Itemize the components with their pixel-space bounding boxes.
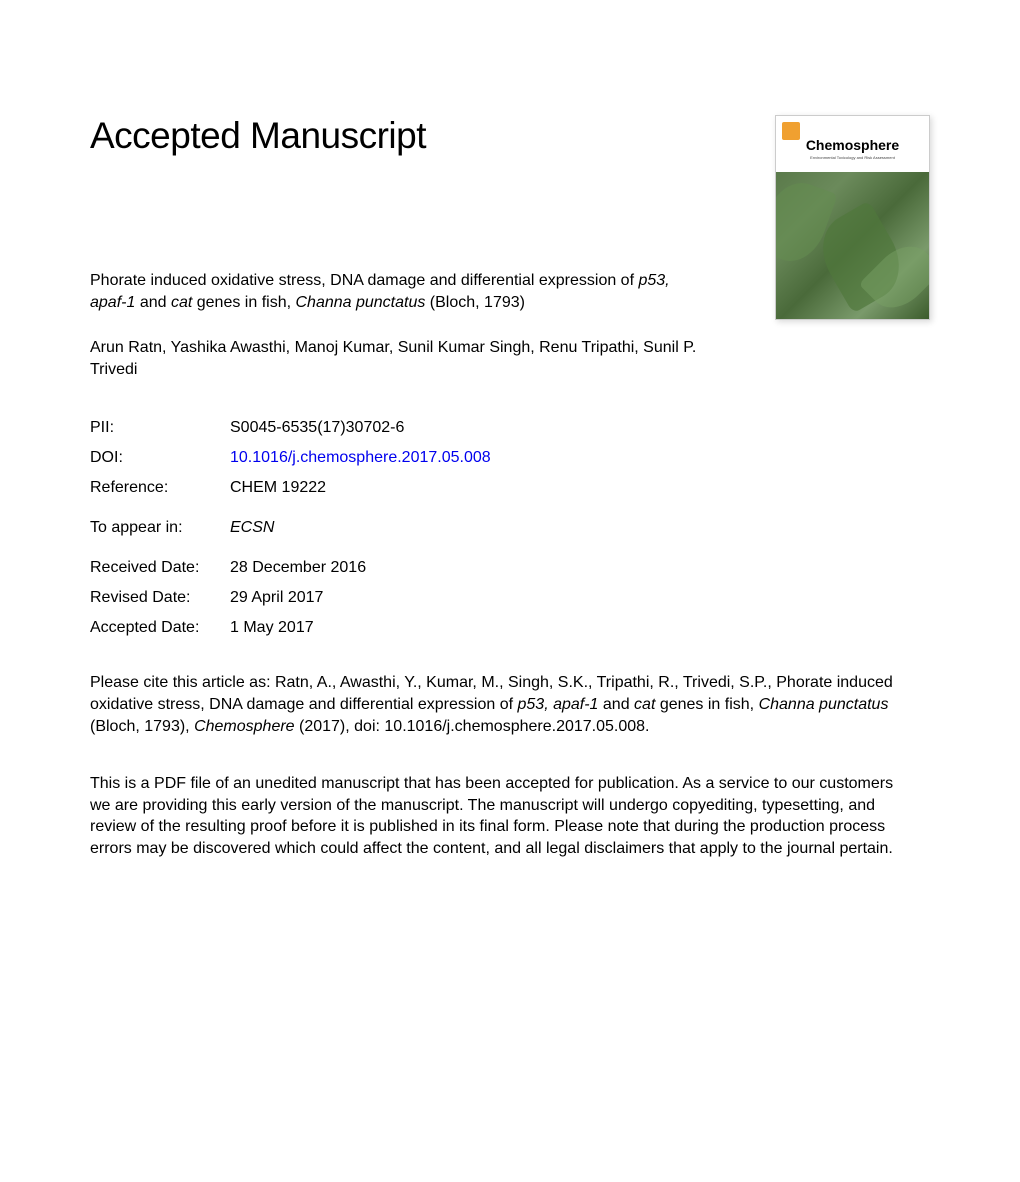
meta-value-pii: S0045-6535(17)30702-6 <box>230 420 404 436</box>
meta-label: Received Date: <box>90 560 230 576</box>
title-text: Phorate induced oxidative stress, DNA da… <box>90 272 638 289</box>
cover-artwork <box>776 172 929 320</box>
title-italic: Channa punctatus <box>295 294 425 311</box>
doi-link[interactable]: 10.1016/j.chemosphere.2017.05.008 <box>230 450 491 466</box>
meta-value-accepted: 1 May 2017 <box>230 620 314 636</box>
journal-subtitle: Environmental Toxicology and Risk Assess… <box>810 155 895 160</box>
meta-row-revised: Revised Date: 29 April 2017 <box>90 590 710 606</box>
meta-row-doi: DOI: 10.1016/j.chemosphere.2017.05.008 <box>90 450 710 466</box>
title-text: (Bloch, 1793) <box>425 294 525 311</box>
meta-row-reference: Reference: CHEM 19222 <box>90 480 710 496</box>
citation-segment: (Bloch, 1793), <box>90 718 194 735</box>
article-title: Phorate induced oxidative stress, DNA da… <box>90 270 710 313</box>
citation-italic: cat <box>634 696 655 713</box>
meta-row-accepted: Accepted Date: 1 May 2017 <box>90 620 710 636</box>
citation-text: Please cite this article as: Ratn, A., A… <box>90 672 910 737</box>
title-italic: cat <box>171 294 192 311</box>
meta-value-revised: 29 April 2017 <box>230 590 323 606</box>
meta-label: PII: <box>90 420 230 436</box>
metadata-table: PII: S0045-6535(17)30702-6 DOI: 10.1016/… <box>90 420 710 636</box>
cover-header: Chemosphere Environmental Toxicology and… <box>776 116 929 172</box>
content-column: Phorate induced oxidative stress, DNA da… <box>90 270 710 636</box>
citation-italic: Chemosphere <box>194 718 295 735</box>
journal-cover-thumbnail: Chemosphere Environmental Toxicology and… <box>775 115 930 320</box>
title-text: genes in fish, <box>192 294 295 311</box>
meta-label: To appear in: <box>90 520 230 536</box>
page-heading: Accepted Manuscript <box>90 115 426 157</box>
citation-italic: Channa punctatus <box>759 696 889 713</box>
elsevier-logo-icon <box>782 122 800 140</box>
meta-label: Accepted Date: <box>90 620 230 636</box>
meta-label: DOI: <box>90 450 230 466</box>
citation-italic: p53, apaf-1 <box>518 696 599 713</box>
meta-value-received: 28 December 2016 <box>230 560 366 576</box>
meta-row-received: Received Date: 28 December 2016 <box>90 560 710 576</box>
meta-row-appear: To appear in: ECSN <box>90 520 710 536</box>
meta-label: Reference: <box>90 480 230 496</box>
meta-value-appear: ECSN <box>230 520 274 536</box>
journal-name: Chemosphere <box>806 137 899 153</box>
title-text: and <box>135 294 171 311</box>
citation-segment: and <box>598 696 634 713</box>
citation-segment: (2017), doi: 10.1016/j.chemosphere.2017.… <box>295 718 650 735</box>
citation-segment: genes in fish, <box>655 696 758 713</box>
meta-value-reference: CHEM 19222 <box>230 480 326 496</box>
meta-label: Revised Date: <box>90 590 230 606</box>
manuscript-page: Accepted Manuscript Chemosphere Environm… <box>0 0 1020 920</box>
meta-row-pii: PII: S0045-6535(17)30702-6 <box>90 420 710 436</box>
author-list: Arun Ratn, Yashika Awasthi, Manoj Kumar,… <box>90 337 710 380</box>
disclaimer-text: This is a PDF file of an unedited manusc… <box>90 773 910 859</box>
